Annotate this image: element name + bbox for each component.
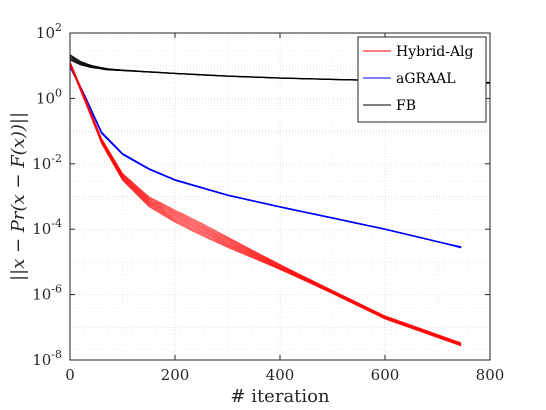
series-run-line bbox=[69, 64, 462, 248]
y-tick-label: 100 bbox=[36, 86, 62, 107]
x-tick-label: 600 bbox=[371, 366, 400, 384]
y-tick-label: 10-2 bbox=[32, 152, 62, 173]
y-tick-label: 10-4 bbox=[32, 217, 62, 238]
x-tick-label: 400 bbox=[266, 366, 295, 384]
series-layer bbox=[69, 54, 491, 347]
legend-entry: aGRAAL bbox=[396, 71, 456, 87]
x-tick-label: 200 bbox=[161, 366, 190, 384]
x-tick-label: 0 bbox=[65, 366, 75, 384]
series-run-line bbox=[69, 61, 462, 344]
y-tick-label: 10-8 bbox=[32, 348, 62, 369]
legend: Hybrid-Alg aGRAAL FB bbox=[357, 36, 487, 123]
y-axis-label: ||x − Pr(x − F(x))|| bbox=[8, 112, 29, 281]
x-tick-label: 800 bbox=[476, 366, 505, 384]
y-tick-labels: 102 100 10-2 10-4 10-6 10-8 bbox=[32, 21, 62, 369]
legend-entry: Hybrid-Alg bbox=[396, 44, 474, 60]
legend-entry: FB bbox=[396, 98, 416, 114]
y-tick-label: 102 bbox=[36, 21, 62, 42]
series-hybrid-alg bbox=[69, 61, 462, 347]
x-tick-labels: 0 200 400 600 800 bbox=[65, 366, 504, 384]
y-tick-label: 10-6 bbox=[32, 283, 62, 304]
tick-marks bbox=[69, 32, 491, 361]
x-axis-label: # iteration bbox=[230, 386, 330, 407]
series-agraal bbox=[69, 64, 462, 249]
